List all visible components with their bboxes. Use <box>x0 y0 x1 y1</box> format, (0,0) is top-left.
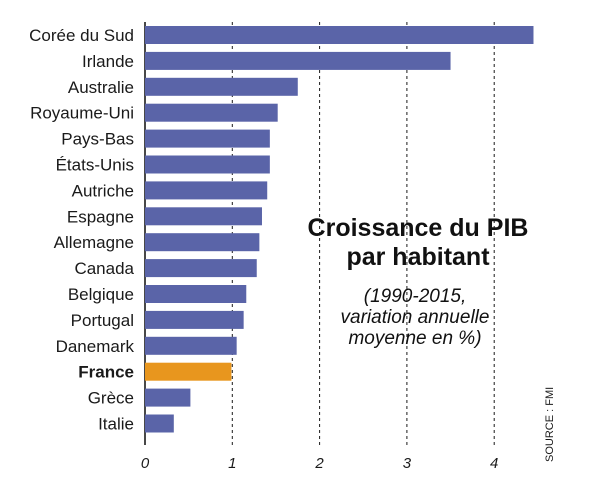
bar-highlight <box>145 362 232 381</box>
x-tick-label: 1 <box>228 455 236 472</box>
category-label: Danemark <box>56 337 135 356</box>
bar <box>145 181 268 200</box>
category-label: Italie <box>98 415 134 434</box>
x-tick-label: 3 <box>403 455 412 472</box>
bar <box>145 77 298 96</box>
category-label: Grèce <box>88 389 134 408</box>
bar <box>145 51 451 70</box>
bar <box>145 259 257 278</box>
chart-title: Croissance du PIB par habitant <box>268 214 568 272</box>
bar <box>145 103 278 122</box>
x-tick-labels: 0 1 2 3 4 <box>141 455 499 472</box>
chart-subtitle-line: (1990-2015, <box>363 286 467 307</box>
category-label: Pays-Bas <box>61 130 134 149</box>
category-label: Allemagne <box>54 233 134 252</box>
category-label: Espagne <box>67 207 134 226</box>
x-tick-label: 4 <box>490 455 498 472</box>
bar <box>145 233 260 252</box>
chart-title-line: par habitant <box>346 243 490 271</box>
category-label: Canada <box>74 259 134 278</box>
category-label: Corée du Sud <box>29 26 134 45</box>
source-note: SOURCE : FMI <box>544 386 556 462</box>
chart-title-line: Croissance du PIB <box>307 214 529 242</box>
bar <box>145 155 270 174</box>
category-label: Portugal <box>71 311 134 330</box>
bar <box>145 336 237 355</box>
category-label: Australie <box>68 78 134 97</box>
bar <box>145 388 191 407</box>
x-tick-label: 2 <box>314 455 324 472</box>
bar <box>145 207 262 226</box>
category-label: Belgique <box>68 285 134 304</box>
bar <box>145 310 244 329</box>
bar <box>145 26 534 44</box>
x-tick-label: 0 <box>141 455 150 472</box>
bar <box>145 129 270 148</box>
category-labels: Corée du Sud Irlande Australie Royaume-Uni P… <box>29 26 134 434</box>
category-label: Autriche <box>72 181 134 200</box>
chart-subtitle: (1990-2015, variation annuelle moyenne e… <box>300 286 530 349</box>
chart-subtitle-line: variation annuelle <box>340 307 490 328</box>
chart-subtitle-line: moyenne en %) <box>348 328 482 349</box>
category-label: États-Unis <box>56 156 134 175</box>
category-label: Royaume-Uni <box>30 104 134 123</box>
bar <box>145 414 174 433</box>
bars <box>145 26 534 433</box>
category-label: France <box>78 363 134 382</box>
bar <box>145 285 247 303</box>
category-label: Irlande <box>82 52 134 71</box>
